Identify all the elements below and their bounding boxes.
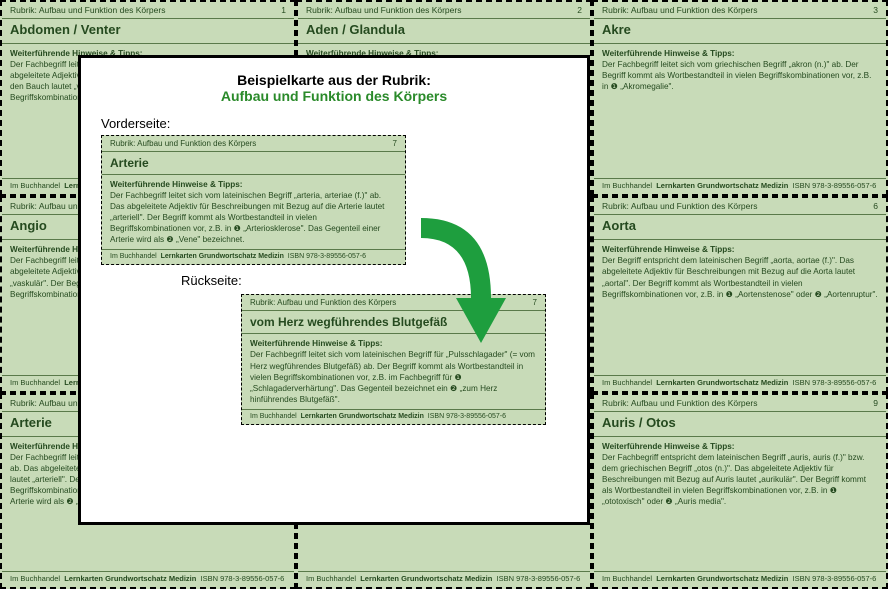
card-rubrik: Rubrik: Aufbau und Funktion des Körpers1	[2, 2, 294, 19]
front-label: Vorderseite:	[101, 116, 567, 131]
curved-arrow-icon	[411, 208, 531, 368]
card-9: Rubrik: Aufbau und Funktion des Körpers9…	[592, 393, 888, 589]
overlay-heading-2: Aufbau und Funktion des Körpers	[101, 88, 567, 104]
overlay-heading-1: Beispielkarte aus der Rubrik:	[101, 72, 567, 88]
card-title: Abdomen / Venter	[2, 19, 294, 44]
card-3: Rubrik: Aufbau und Funktion des Körpers3…	[592, 0, 888, 196]
front-card: Rubrik: Aufbau und Funktion des Körpers7…	[101, 135, 406, 265]
card-6: Rubrik: Aufbau und Funktion des Körpers6…	[592, 196, 888, 392]
example-overlay: Beispielkarte aus der Rubrik: Aufbau und…	[78, 55, 590, 525]
